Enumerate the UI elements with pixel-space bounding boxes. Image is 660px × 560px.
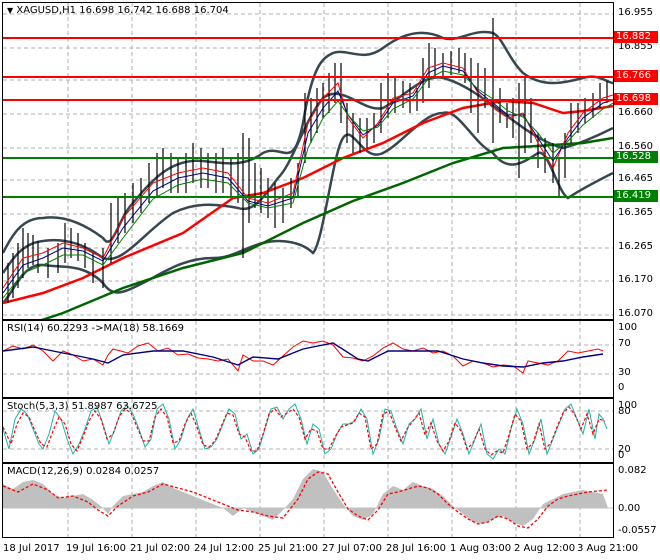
rsi-axis-label: 0 (618, 382, 625, 393)
support-level-tag: 16.419 (614, 190, 658, 202)
resistance-level-tag: 16.882 (614, 31, 658, 43)
stochastic-axis-label: 100 (618, 400, 638, 411)
price-axis-label: 16.070 (618, 308, 653, 319)
time-axis-label: 27 Jul 07:00 (322, 543, 382, 554)
macd-indicator-pane[interactable]: MACD(12,26,9) 0.0284 0.0257 (2, 463, 614, 538)
rsi-axis-label: 30 (618, 367, 631, 378)
price-axis-label: 16.365 (618, 207, 653, 218)
price-chart-canvas (3, 3, 613, 319)
time-axis-label: 24 Jul 12:00 (194, 543, 254, 554)
time-axis (2, 537, 614, 538)
stochastic-axis-label: 80 (618, 406, 631, 417)
time-axis-label: 19 Jul 16:00 (66, 543, 126, 554)
time-axis-label: 18 Jul 2017 (3, 543, 60, 554)
time-axis-label: 28 Jul 16:00 (386, 543, 446, 554)
price-axis-label: 16.560 (618, 141, 653, 152)
stochastic-title: Stoch(5,3,3) 51.8987 63.6725 (7, 401, 158, 412)
rsi-axis-label: 100 (618, 322, 638, 333)
price-axis-label: 16.955 (618, 7, 653, 18)
resistance-level-tag: 16.766 (614, 70, 658, 82)
time-axis-label: 3 Aug 21:00 (577, 543, 639, 554)
time-axis-label: 2 Aug 12:00 (514, 543, 576, 554)
price-axis-label: 16.465 (618, 173, 653, 184)
chart-title: ▼ XAGUSD,H1 16.698 16.742 16.688 16.704 (7, 5, 229, 16)
macd-axis-label: 0.082 (618, 465, 647, 476)
support-level-tag: 16.528 (614, 151, 658, 163)
rsi-title: RSI(14) 60.2293 ->MA(18) 58.1669 (7, 323, 184, 334)
macd-title: MACD(12,26,9) 0.0284 0.0257 (7, 466, 160, 477)
stochastic-indicator-pane[interactable]: Stoch(5,3,3) 51.8987 63.6725 (2, 398, 614, 463)
rsi-canvas (3, 321, 613, 397)
resistance-level-tag: 16.698 (614, 93, 658, 105)
macd-axis-label: 0.00 (618, 503, 641, 514)
rsi-indicator-pane[interactable]: RSI(14) 60.2293 ->MA(18) 58.1669 (2, 320, 614, 398)
main-price-chart[interactable]: ▼ XAGUSD,H1 16.698 16.742 16.688 16.704 (2, 2, 614, 320)
stochastic-axis-label: 0 (618, 450, 625, 461)
collapse-triangle-icon[interactable]: ▼ (7, 6, 14, 15)
price-axis-label: 16.855 (618, 41, 653, 52)
time-axis-label: 21 Jul 02:00 (130, 543, 190, 554)
stochastic-canvas (3, 399, 613, 462)
time-axis-label: 1 Aug 03:00 (450, 543, 512, 554)
price-axis-label: 16.660 (618, 107, 653, 118)
price-axis-label: 16.265 (618, 241, 653, 252)
symbol-ohlc-label: XAGUSD,H1 16.698 16.742 16.688 16.704 (16, 5, 229, 16)
price-axis-label: 16.170 (618, 274, 653, 285)
stochastic-axis-label: 20 (618, 444, 631, 455)
macd-axis-label: -0.0557 (618, 525, 657, 536)
macd-canvas (3, 464, 613, 537)
rsi-axis-label: 70 (618, 338, 631, 349)
time-axis-label: 25 Jul 21:00 (258, 543, 318, 554)
